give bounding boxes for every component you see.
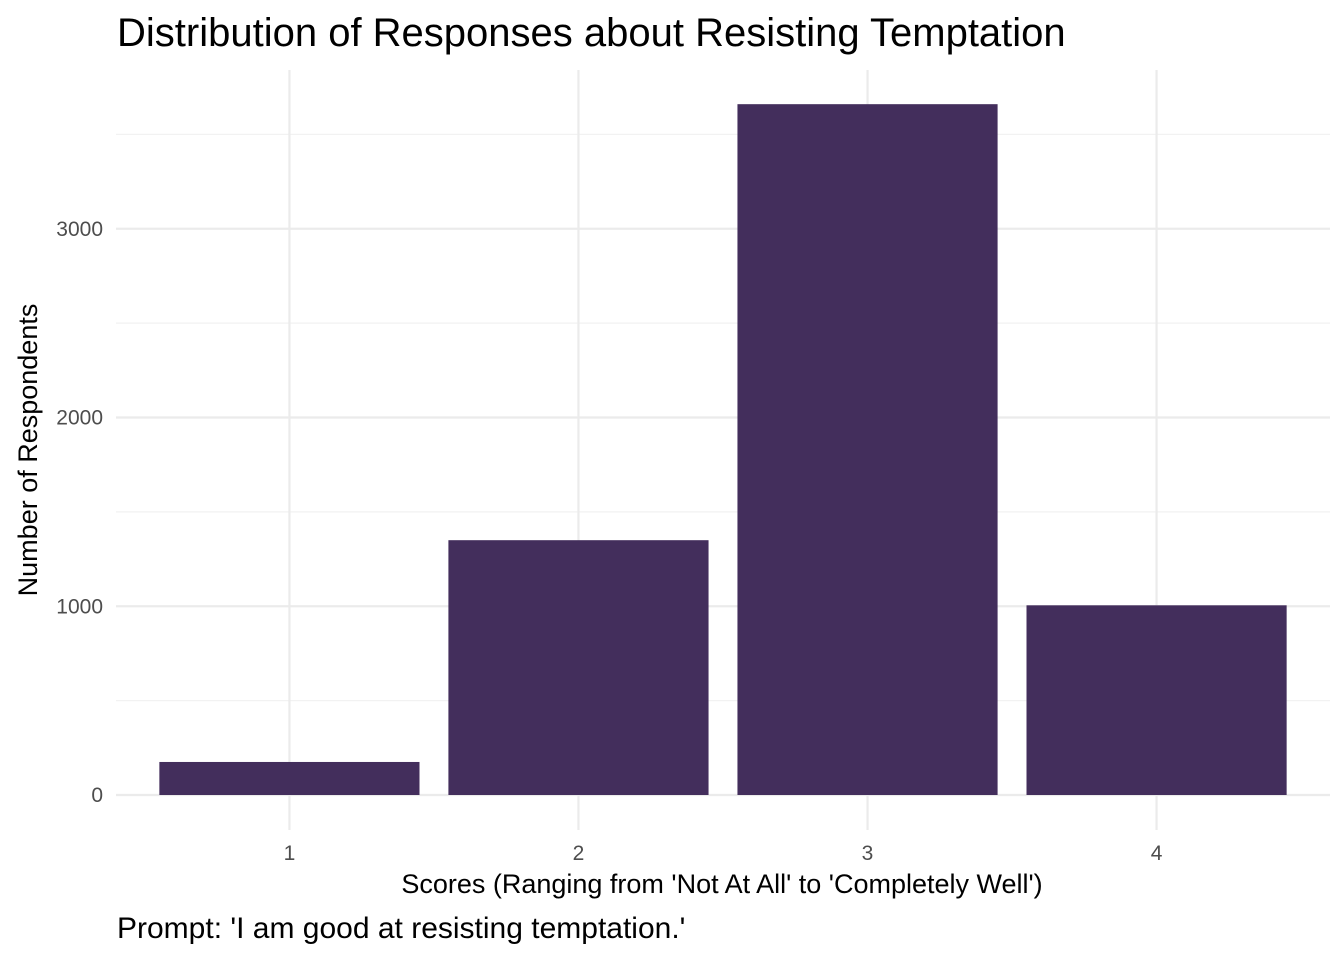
chart-title: Distribution of Responses about Resistin… [117, 11, 1066, 55]
bars [159, 104, 1287, 796]
x-tick-label: 3 [862, 842, 874, 865]
x-tick-label: 1 [284, 842, 296, 865]
x-axis-ticks: 1 2 3 4 [284, 842, 1163, 865]
y-axis-ticks: 0 1000 2000 3000 [56, 218, 103, 807]
x-axis-title: Scores (Ranging from 'Not At All' to 'Co… [401, 869, 1042, 899]
bar-4 [1026, 605, 1287, 795]
y-tick-label: 0 [91, 784, 103, 807]
chart-caption: Prompt: 'I am good at resisting temptati… [117, 912, 685, 945]
bar-2 [448, 540, 709, 795]
x-tick-label: 4 [1151, 842, 1163, 865]
x-tick-label: 2 [573, 842, 585, 865]
bar-1 [159, 761, 420, 795]
y-axis-title: Number of Respondents [13, 304, 43, 597]
y-tick-label: 3000 [56, 218, 103, 241]
bar-3 [737, 104, 998, 796]
y-tick-label: 1000 [56, 595, 103, 618]
y-tick-label: 2000 [56, 407, 103, 430]
